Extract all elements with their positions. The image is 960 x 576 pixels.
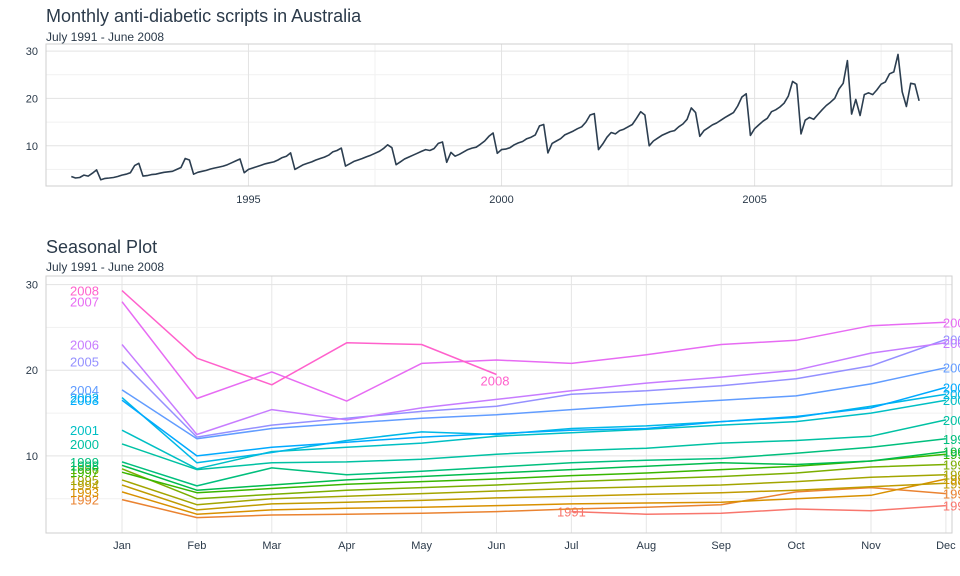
y-tick-label: 20 (26, 93, 38, 105)
series-label-end: 2005 (943, 332, 960, 347)
series-line-2006 (121, 342, 947, 436)
x-tick-label: Aug (637, 540, 657, 552)
series-label-end: 1996 (943, 457, 960, 472)
series-label-end: 2006 (943, 336, 960, 351)
series-label-start: 1992 (70, 493, 99, 508)
x-tick-label: Sep (711, 540, 731, 552)
series-label-start: 1998 (70, 458, 99, 473)
series-label-start: 2005 (70, 355, 99, 370)
series-line-1999 (121, 438, 946, 487)
series-line-2001 (121, 399, 947, 470)
plot-border (45, 275, 953, 534)
series-line-2008 (121, 290, 497, 386)
series-line-2007 (121, 301, 946, 402)
series-label-start: 1994 (70, 478, 99, 493)
series-label-end: 2001 (943, 393, 960, 408)
series-label-end: 1993 (943, 472, 960, 487)
series-line-2003 (121, 386, 947, 457)
y-tick-label: 10 (26, 141, 38, 153)
series-label-start: 1999 (70, 455, 99, 470)
series-line-1991 (571, 504, 946, 515)
series-line-1995 (121, 473, 946, 506)
x-tick-label: Jul (564, 540, 578, 552)
series-label-start: 2008 (70, 284, 99, 299)
series-line-1997 (121, 453, 946, 494)
series-label-start: 2006 (70, 338, 99, 353)
series-label-start: 1995 (70, 473, 99, 488)
chart2-title: Seasonal Plot (46, 237, 158, 257)
series-label-start: 2003 (70, 393, 99, 408)
x-tick-label: 2005 (742, 194, 766, 206)
series-line (71, 53, 920, 181)
series-label-start: 1997 (70, 465, 99, 480)
series-line-1996 (121, 463, 946, 500)
series-line-1993 (121, 478, 947, 515)
series-label-end: 2002 (943, 387, 960, 402)
plot-border (45, 43, 953, 187)
y-tick-label: 30 (26, 46, 38, 58)
series-line-2000 (121, 419, 947, 471)
series-label-end: 2004 (943, 361, 960, 376)
y-tick-label: 10 (26, 451, 38, 463)
x-tick-label: Jun (488, 540, 506, 552)
series-label-end: 1999 (943, 432, 960, 447)
series-label-start: 1996 (70, 462, 99, 477)
x-tick-label: Oct (788, 540, 805, 552)
series-label-end: 2000 (943, 413, 960, 428)
x-tick-label: Nov (861, 540, 881, 552)
series-label-end: 1992 (943, 487, 960, 502)
series-line-1992 (121, 486, 946, 519)
series-label-end: 1998 (943, 445, 960, 460)
series-label-start: 2000 (70, 437, 99, 452)
x-tick-label: 2000 (489, 194, 513, 206)
y-tick-label: 20 (26, 365, 38, 377)
series-label-start: 2007 (70, 295, 99, 310)
series-label-end: 1995 (943, 468, 960, 483)
x-tick-label: Dec (936, 540, 956, 552)
chart2-subtitle: July 1991 - June 2008 (46, 260, 165, 274)
x-tick-label: Apr (338, 540, 355, 552)
series-line-1998 (121, 450, 946, 491)
series-label-start: 1993 (70, 485, 99, 500)
series-label-end: 2003 (943, 380, 960, 395)
series-label-start: 2002 (70, 391, 99, 406)
x-tick-label: Feb (187, 540, 206, 552)
series-label-end: 1991 (943, 499, 960, 514)
series-label-start: 2001 (70, 423, 99, 438)
x-tick-label: 1995 (236, 194, 260, 206)
series-line-1994 (121, 482, 946, 511)
series-label-end: 1994 (943, 476, 960, 491)
series-label-start: 2004 (70, 383, 99, 398)
series-line-2005 (121, 338, 947, 438)
series-line-2004 (121, 366, 947, 440)
x-tick-label: May (411, 540, 432, 552)
chart1-subtitle: July 1991 - June 2008 (46, 30, 165, 44)
series-label-end: 2007 (943, 315, 960, 330)
series-label-start: 1991 (557, 505, 586, 520)
series-label-end: 2008 (481, 374, 510, 389)
series-label-end: 1997 (943, 447, 960, 462)
y-tick-label: 30 (26, 280, 38, 292)
x-tick-label: Mar (262, 540, 281, 552)
x-tick-label: Jan (113, 540, 131, 552)
chart1-title: Monthly anti-diabetic scripts in Austral… (46, 6, 362, 26)
